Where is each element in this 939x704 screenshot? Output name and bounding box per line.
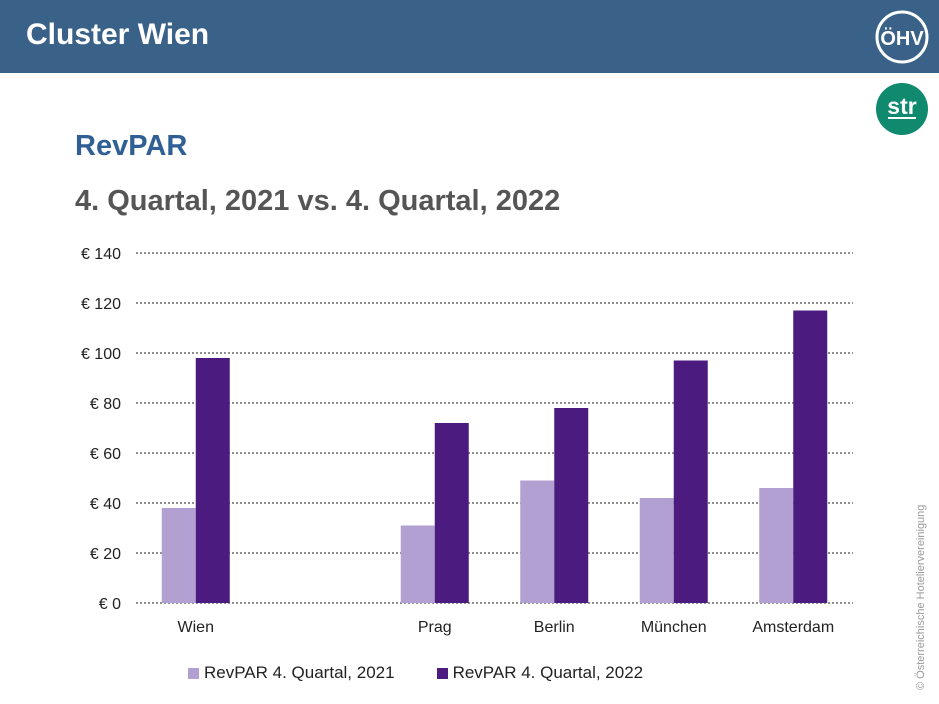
bar-2022	[554, 408, 589, 603]
x-tick-label: Amsterdam	[752, 619, 834, 636]
oehv-logo-text: ÖHV	[880, 27, 924, 50]
legend-label-2021: RevPAR 4. Quartal, 2021	[204, 663, 395, 682]
legend-swatch-2021	[188, 667, 199, 679]
y-tick-label: € 80	[90, 396, 121, 413]
bar-2022	[434, 423, 469, 603]
y-tick-label: € 100	[81, 346, 121, 363]
x-tick-label: München	[641, 619, 707, 636]
y-tick-label: € 0	[99, 596, 121, 613]
bar-2021	[520, 480, 555, 603]
legend-swatch-2022	[436, 667, 448, 679]
y-tick-label: € 40	[90, 496, 121, 513]
legend-item-2021: RevPAR 4. Quartal, 2021	[188, 663, 395, 683]
bar-2022	[195, 358, 230, 603]
legend-item-2022: RevPAR 4. Quartal, 2022	[436, 663, 644, 683]
y-tick-label: € 20	[90, 546, 121, 563]
oehv-logo: ÖHV	[875, 10, 929, 64]
page-title: Cluster Wien	[26, 18, 210, 51]
str-logo: str	[876, 83, 928, 135]
bar-2021	[639, 498, 674, 603]
bar-2022	[793, 310, 828, 603]
x-tick-label: Prag	[418, 619, 452, 636]
x-tick-label: Wien	[178, 619, 214, 636]
legend-label-2022: RevPAR 4. Quartal, 2022	[452, 663, 644, 682]
y-tick-label: € 120	[81, 296, 121, 313]
bar-2021	[400, 525, 435, 603]
header-bar	[0, 0, 939, 73]
bar-2021	[161, 508, 196, 603]
bar-2022	[673, 360, 708, 603]
x-tick-label: Berlin	[534, 619, 575, 636]
chart-title: RevPAR	[75, 130, 188, 162]
y-tick-label: € 140	[81, 246, 121, 263]
copyright-text: © Österreichische Hoteliervereinigung	[915, 504, 927, 690]
str-logo-underline	[888, 117, 916, 119]
chart-subtitle: 4. Quartal, 2021 vs. 4. Quartal, 2022	[75, 185, 561, 217]
bar-2021	[759, 488, 794, 603]
chart-legend: RevPAR 4. Quartal, 2021 RevPAR 4. Quarta…	[188, 662, 685, 684]
str-logo-text: str	[887, 93, 917, 119]
y-tick-label: € 60	[90, 446, 121, 463]
